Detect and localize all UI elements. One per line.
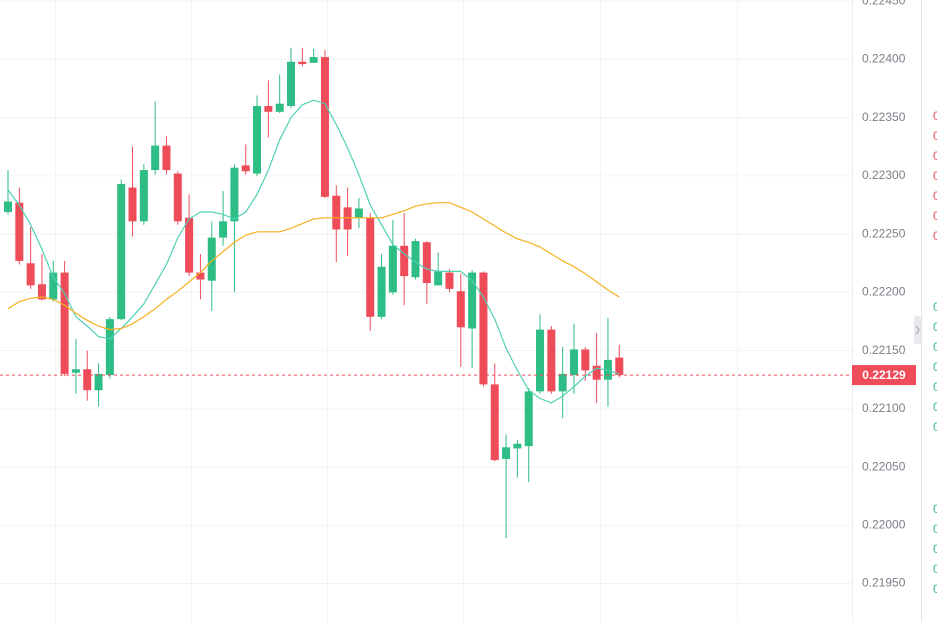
candle-body [332,195,341,230]
candle-body [275,103,284,112]
candle-body [581,349,590,371]
order-book-price: 0 [933,420,937,434]
panel-toggle[interactable] [914,316,921,344]
candle-body [524,391,533,447]
order-book-price: 0 [933,209,937,223]
y-tick-label: 0.22400 [862,52,906,66]
y-tick-label: 0.22150 [862,343,906,357]
candle-body [388,245,397,293]
candle-body [105,319,114,376]
candle-body [173,173,182,222]
candle-body [128,187,137,222]
candle-body [117,184,126,320]
y-tick-label: 0.22250 [862,226,906,240]
candle-body [83,369,92,391]
order-book-price: 0 [933,149,937,163]
order-book-price: 0 [933,562,937,576]
candle-body [468,272,477,329]
candle-body [320,57,329,197]
candle-body [479,272,488,385]
candle-body [592,365,601,380]
candle-body [445,272,454,289]
order-book-price: 0 [933,129,937,143]
candle-body [264,105,273,112]
order-book-price: 0 [933,169,937,183]
y-tick-label: 0.22100 [862,401,906,415]
candle-body [139,170,148,222]
order-book-price: 0 [933,300,937,314]
y-tick-label: 0.22200 [862,285,906,299]
candle-body [615,357,624,376]
candle-body [502,447,511,459]
candle-body [37,284,46,300]
candle-body [60,272,69,374]
candle-body [558,373,567,392]
candle-body [71,369,80,373]
order-book-price: 0 [933,360,937,374]
order-book-price: 0 [933,582,937,596]
panel-toggle-icon [915,325,920,335]
order-book-price: 0 [933,320,937,334]
y-tick-label: 0.21950 [862,576,906,590]
candle-body [196,272,205,280]
order-book-price: 0 [933,109,937,123]
candle-body [400,245,409,277]
order-book-price: 0 [933,522,937,536]
y-tick-label: 0.22350 [862,110,906,124]
y-tick-label: 0.22300 [862,168,906,182]
candle-body [377,266,386,317]
candle-body [411,241,420,278]
candle-body [230,167,239,222]
candle-body [287,61,295,106]
last-price-tag [852,365,916,386]
candle-body [219,221,228,238]
order-book-price: 0 [933,380,937,394]
y-tick-label: 0.22050 [862,459,906,473]
candle-body [354,208,363,218]
candle-body [570,349,578,376]
last-price-label: 0.22129 [862,368,906,382]
candle-body [547,329,556,392]
order-book-price: 0 [933,229,937,243]
order-book-price: 0 [933,542,937,556]
candle-body [94,373,103,391]
candle-body [298,61,307,65]
candle-body [253,105,262,174]
order-book-price: 0 [933,400,937,414]
order-book-price: 0 [933,502,937,516]
order-book-price: 0 [933,189,937,203]
candle-body [434,271,443,286]
candle-body [422,242,431,284]
order-book-price: 0 [933,340,937,354]
moving-average-line [7,99,620,404]
candle-body [366,217,375,317]
candle-body [536,329,545,392]
candle-body [207,237,216,281]
candle-body [513,443,522,449]
candle-body [185,217,194,273]
candle-body [26,263,35,286]
candle-body [456,291,465,328]
y-tick-label: 0.22450 [862,0,906,7]
candle-body [309,57,318,63]
moving-average-line [7,202,620,331]
candle-body [151,145,160,171]
candle-body [49,272,58,300]
candle-body [241,165,250,172]
candle-body [4,201,12,212]
candle-body [162,145,171,171]
y-tick-label: 0.22000 [862,517,906,531]
candle-body [15,202,24,261]
candle-body [490,384,499,461]
